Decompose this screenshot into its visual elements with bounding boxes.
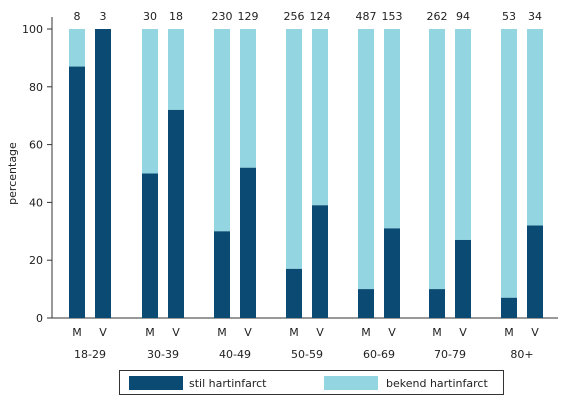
bar-stil-70-79-V	[455, 239, 471, 318]
bar-stil-30-39-M	[142, 173, 158, 318]
bar-stil-70-79-M	[429, 289, 445, 318]
y-tick-label: 60	[29, 139, 43, 152]
bar-bekend-50-59-V	[312, 29, 328, 206]
count-label: 8	[74, 10, 81, 23]
y-tick-label: 20	[29, 254, 43, 267]
bar-bekend-50-59-M	[286, 29, 302, 269]
count-label: 94	[456, 10, 470, 23]
bar-stil-18-29-V	[95, 29, 111, 318]
legend-swatch	[129, 376, 183, 390]
bar-stil-18-29-M	[69, 66, 85, 318]
group-label: 80+	[510, 348, 533, 361]
count-label: 487	[356, 10, 377, 23]
sex-label: V	[316, 326, 324, 339]
bar-stil-50-59-V	[312, 205, 328, 318]
legend-label: stil hartinfarct	[189, 377, 267, 390]
labels: percentage 8 M 3 V 18-29 30 M 18 V 30-39 230 M 129 V 40…	[6, 10, 542, 361]
y-axis-label: percentage	[6, 142, 19, 205]
sex-label: M	[361, 326, 371, 339]
bar-bekend-80+-M	[501, 29, 517, 298]
bar-stil-30-39-V	[168, 109, 184, 318]
bar-stil-80+-M	[501, 297, 517, 318]
group-label: 50-59	[291, 348, 323, 361]
sex-label: V	[531, 326, 539, 339]
bar-bekend-18-29-M	[69, 29, 85, 67]
y-tick-label: 40	[29, 196, 43, 209]
y-tick-label: 0	[36, 312, 43, 325]
sex-label: V	[244, 326, 252, 339]
sex-label: M	[432, 326, 442, 339]
bar-stil-40-49-V	[240, 167, 256, 318]
sex-label: M	[504, 326, 514, 339]
count-label: 30	[143, 10, 157, 23]
count-label: 18	[169, 10, 183, 23]
count-label: 262	[427, 10, 448, 23]
y-tick-label: 100	[22, 23, 43, 36]
count-label: 124	[310, 10, 331, 23]
group-label: 60-69	[363, 348, 395, 361]
bar-bekend-30-39-V	[168, 29, 184, 110]
sex-label: V	[172, 326, 180, 339]
count-label: 256	[284, 10, 305, 23]
sex-label: M	[72, 326, 82, 339]
bar-bekend-40-49-V	[240, 29, 256, 168]
sex-label: M	[289, 326, 299, 339]
group-label: 18-29	[74, 348, 106, 361]
sex-label: V	[99, 326, 107, 339]
sex-label: M	[145, 326, 155, 339]
sex-label: V	[459, 326, 467, 339]
axes: 0 20 40 60 80 100	[22, 17, 558, 325]
bar-stil-80+-V	[527, 225, 543, 318]
legend-swatch	[324, 376, 378, 390]
bar-bekend-70-79-V	[455, 29, 471, 240]
legend-label: bekend hartinfarct	[386, 377, 488, 390]
count-label: 230	[212, 10, 233, 23]
group-label: 30-39	[147, 348, 179, 361]
bar-stil-60-69-M	[358, 289, 374, 318]
bar-bekend-40-49-M	[214, 29, 230, 232]
bar-bekend-70-79-M	[429, 29, 445, 290]
bar-stil-60-69-V	[384, 228, 400, 318]
group-label: 40-49	[219, 348, 251, 361]
count-label: 3	[100, 10, 107, 23]
bar-bekend-60-69-M	[358, 29, 374, 290]
count-label: 34	[528, 10, 542, 23]
bar-bekend-80+-V	[527, 29, 543, 226]
count-label: 53	[502, 10, 516, 23]
count-label: 129	[238, 10, 259, 23]
count-label: 153	[382, 10, 403, 23]
bar-stil-50-59-M	[286, 268, 302, 318]
bar-bekend-60-69-V	[384, 29, 400, 229]
group-label: 70-79	[434, 348, 466, 361]
bars	[69, 29, 543, 318]
legend-box	[119, 370, 504, 395]
bar-bekend-30-39-M	[142, 29, 158, 174]
y-tick-label: 80	[29, 81, 43, 94]
sex-label: V	[388, 326, 396, 339]
bar-stil-40-49-M	[214, 231, 230, 318]
sex-label: M	[217, 326, 227, 339]
legend: stil hartinfarct bekend hartinfarct	[119, 370, 504, 395]
